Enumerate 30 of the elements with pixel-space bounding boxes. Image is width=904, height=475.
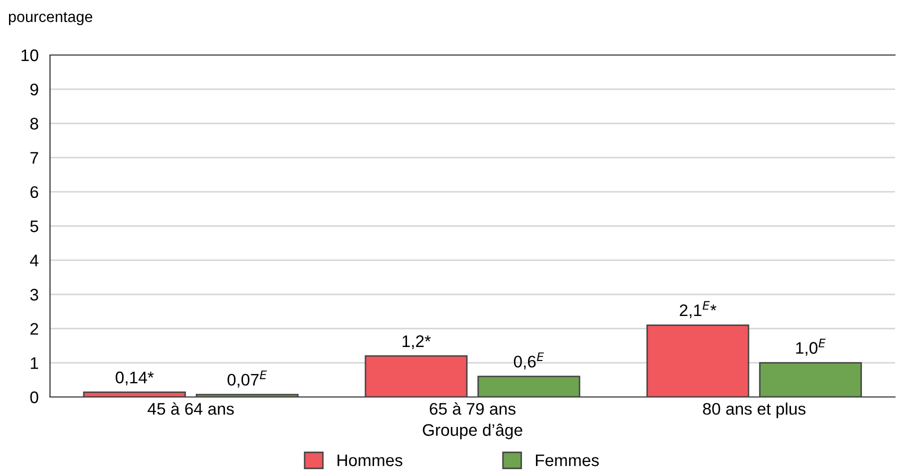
y-tick-label: 2 xyxy=(30,323,38,335)
y-tick-label: 9 xyxy=(30,84,38,96)
y-tick-label: 8 xyxy=(30,118,38,130)
bar xyxy=(364,355,468,397)
data-label: 2,1$^{E}$* xyxy=(680,301,716,318)
bar xyxy=(477,376,580,397)
y-axis-title: pourcentage xyxy=(8,12,92,26)
data-label: 0,6$^{E}$ xyxy=(514,352,544,370)
legend-label: Femmes xyxy=(536,454,599,466)
y-tick-label: 7 xyxy=(30,152,38,164)
data-label: 0,14* xyxy=(116,372,154,386)
data-label: 1,2* xyxy=(402,335,431,350)
y-tick-label: 4 xyxy=(30,254,38,266)
x-tick-label: 80 ans et plus xyxy=(703,402,806,418)
legend-label: Hommes xyxy=(338,454,402,466)
bar xyxy=(759,362,862,397)
x-tick-label: 65 à 79 ans xyxy=(430,402,516,415)
bar xyxy=(646,324,750,397)
y-tick-label: 6 xyxy=(30,186,38,198)
bar xyxy=(196,394,299,397)
y-tick-label: 1 xyxy=(30,357,38,369)
y-tick-label: 5 xyxy=(30,220,38,232)
y-tick-label: 0 xyxy=(30,391,38,404)
data-label: 0,07$^{E}$ xyxy=(228,370,267,388)
x-tick-label: 45 à 64 ans xyxy=(148,402,234,415)
y-tick-label: 10 xyxy=(22,49,38,62)
bar xyxy=(83,392,186,397)
data-label: 1,0$^{E}$ xyxy=(796,338,826,356)
x-axis-title: Groupe d’âge xyxy=(422,424,522,440)
y-tick-label: 3 xyxy=(30,288,38,301)
